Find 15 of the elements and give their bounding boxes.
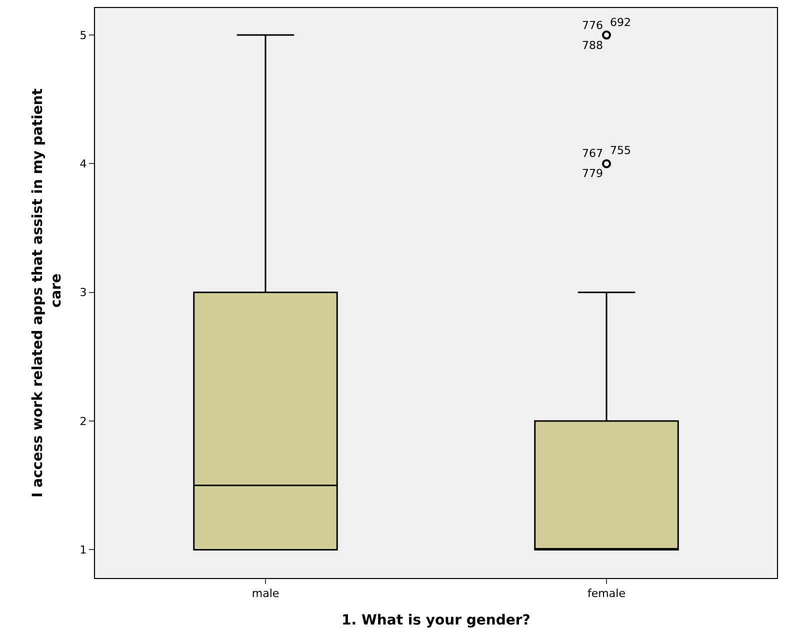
annotation: 776: [582, 19, 603, 32]
annotation: 779: [582, 167, 603, 180]
x-tick-label: male: [252, 587, 280, 600]
y-tick-label: 3: [80, 286, 87, 300]
y-tick-label: 2: [80, 414, 87, 428]
y-tick-label: 1: [80, 544, 87, 557]
annotation: 692: [610, 16, 631, 29]
y-tick-label: 4: [80, 158, 87, 171]
y-axis-title: I access work related apps that assist in my patient care: [30, 88, 64, 498]
x-tick-label: female: [588, 587, 626, 600]
annotation: 767: [582, 147, 603, 160]
annotation: 788: [582, 39, 603, 52]
y-tick-label: 5: [80, 28, 87, 42]
annotation: 755: [610, 144, 631, 157]
x-axis-title: 1. What is your gender?: [342, 612, 530, 628]
